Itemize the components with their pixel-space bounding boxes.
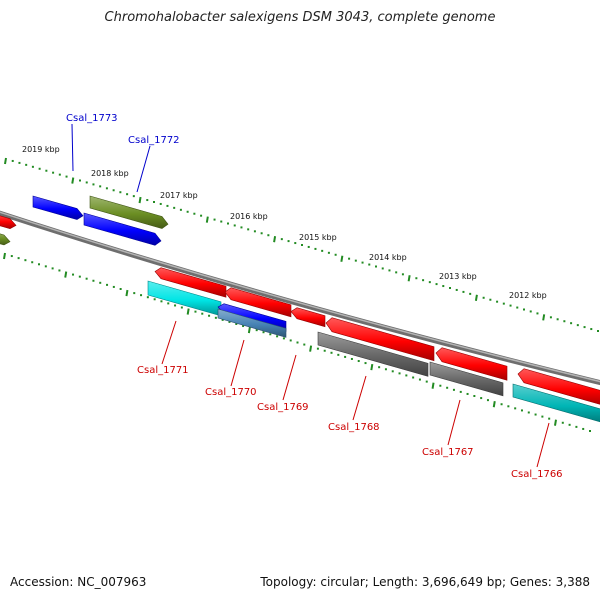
gene-feature-gray [317,331,429,377]
kbp-label: 2019 kbp [22,145,60,154]
gene-label: Csal_1769 [257,402,309,413]
kbp-label: 2013 kbp [439,272,477,281]
gene-feature-red [435,347,508,381]
gene-feature-olive [0,233,11,246]
tick-mark [492,401,496,408]
tick-mark [340,255,344,262]
gene-leader-line [536,422,550,468]
gene-leader-line [282,354,297,401]
tick-mark [186,308,190,315]
kbp-label: 2017 kbp [160,191,198,200]
genome-backbone-highlight [0,211,600,383]
tick-mark [3,252,6,260]
gene-feature-gray [429,361,504,397]
tick-mark [309,345,313,352]
tick-mark [431,382,435,389]
tick-mark [138,196,142,204]
tick-mark [125,289,129,297]
kbp-label: 2018 kbp [91,169,129,178]
gene-feature-olive [89,195,169,229]
gene-label: Csal_1773 [66,113,118,124]
gene-leader-line [447,399,461,446]
kbp-label: 2015 kbp [299,233,337,242]
gene-feature-blue [32,195,84,220]
inner-tick-row [3,252,591,432]
gene-feature-teal [512,383,600,423]
tick-mark [542,314,546,321]
kbp-label: 2014 kbp [369,253,407,262]
outer-tick-row [4,157,599,332]
gene-label: Csal_1768 [328,422,380,433]
gene-label: Csal_1772 [128,135,180,146]
tick-mark [247,326,251,334]
gene-feature-red [0,215,17,230]
gene-feature-red [290,307,326,328]
gene-feature-blue [83,212,162,246]
kbp-label: 2012 kbp [509,291,547,300]
map-title: Chromohalobacter salexigens DSM 3043, co… [104,10,496,25]
tick-mark [554,419,557,426]
accession-label: Accession: NC_007963 [10,575,147,589]
gene-leader-line [136,145,151,193]
gene-feature-steel [217,308,287,338]
tick-mark [407,275,411,282]
gene-leader-line [352,375,367,421]
gene-label: Csal_1766 [511,469,563,480]
tick-mark [273,236,277,243]
genome-summary: Topology: circular; Length: 3,696,649 bp… [260,575,590,589]
tick-mark [370,363,374,371]
gene-label: Csal_1771 [137,365,189,376]
kbp-label: 2016 kbp [230,212,268,221]
gene-feature-red [325,317,435,362]
tick-mark [205,216,209,223]
genome-backbone [0,210,600,386]
tick-mark [64,271,68,278]
gene-label: Csal_1767 [422,447,474,458]
gene-leader-line [71,123,74,172]
gene-feature-red [224,287,292,318]
gene-feature-red [517,368,600,405]
tick-mark [4,157,7,165]
gene-label: Csal_1770 [205,387,257,398]
gene-leader-line [161,320,177,365]
gene-leader-line [230,339,245,387]
tick-mark [474,294,478,301]
tick-mark [71,177,75,184]
